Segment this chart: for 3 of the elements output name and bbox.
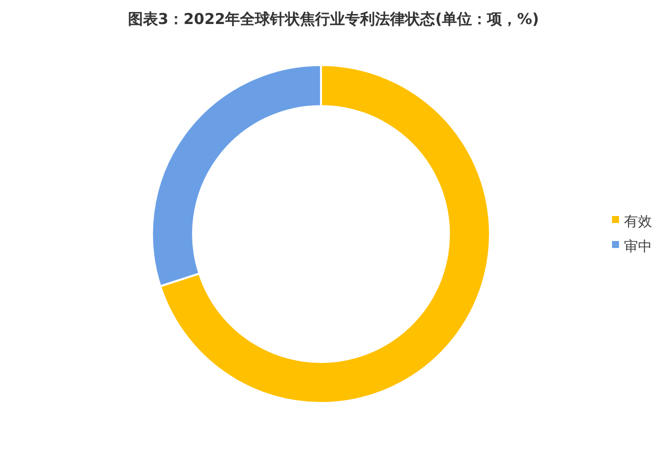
legend-label: 审中 xyxy=(624,238,652,255)
legend-label: 有效 xyxy=(624,214,652,230)
chart-title: 图表3：2022年全球针状焦行业专利法律状态(单位：项，%) xyxy=(128,10,539,28)
